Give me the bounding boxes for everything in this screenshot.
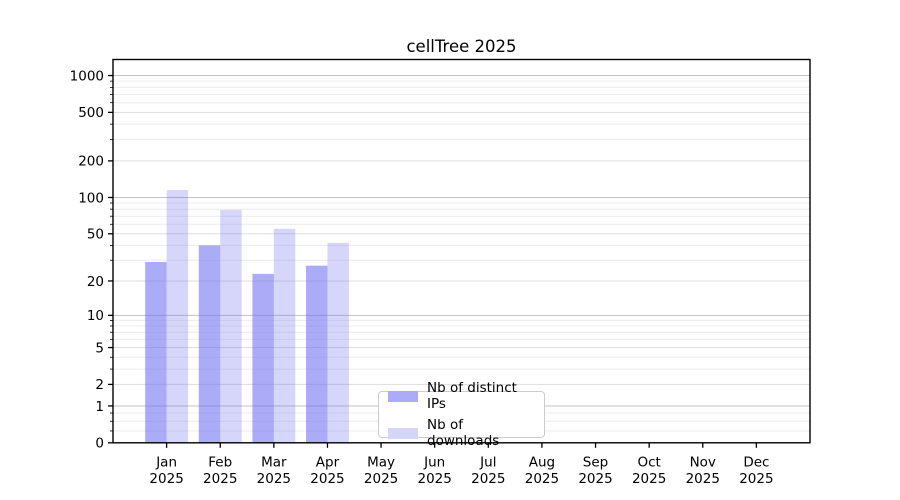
legend-label-downloads: Nb of downloads	[427, 417, 500, 449]
bar-downloads-mar	[273, 228, 296, 443]
y-tick-label: 1	[95, 399, 104, 415]
y-tick-label: 5	[95, 340, 104, 356]
x-tick-label: Nov 2025	[686, 455, 720, 488]
y-tick-label: 200	[78, 154, 104, 170]
legend-swatch-downloads-icon	[388, 427, 418, 439]
y-tick-label: 500	[78, 105, 104, 121]
bar-downloads-apr	[327, 242, 349, 443]
x-tick-label: May 2025	[364, 455, 398, 488]
y-tick-label: 1000	[70, 68, 104, 84]
x-tick-label: Jun 2025	[418, 455, 452, 488]
x-tick-label: Aug 2025	[525, 455, 559, 488]
y-tick-label: 10	[87, 308, 104, 324]
x-tick-label: Feb 2025	[203, 455, 237, 488]
bar-downloads-feb	[220, 209, 242, 443]
legend: Nb of distinct IPs Nb of downloads	[378, 380, 545, 449]
legend-item-downloads: Nb of downloads	[388, 417, 535, 449]
x-tick-label: Apr 2025	[310, 455, 344, 488]
x-tick-label: Oct 2025	[632, 455, 666, 488]
axes-spines	[112, 58, 811, 444]
legend-label-distinct-ips: Nb of distinct IPs	[427, 380, 517, 412]
y-tick-label: 2	[95, 377, 104, 393]
y-tick-label: 50	[87, 227, 104, 243]
x-tick-label: Dec 2025	[739, 455, 773, 488]
bar-distinct-ips-jan	[145, 262, 167, 443]
legend-swatch-distinct-ips-icon	[388, 390, 418, 402]
legend-item-distinct-ips: Nb of distinct IPs	[388, 380, 535, 412]
x-tick-label: Mar 2025	[257, 455, 291, 488]
bar-downloads-jan	[166, 190, 189, 443]
bar-distinct-ips-mar	[252, 273, 274, 443]
y-tick-label: 20	[87, 274, 104, 290]
x-tick-label: Jul 2025	[471, 455, 505, 488]
y-tick-label: 0	[95, 436, 104, 452]
bar-distinct-ips-apr	[306, 265, 328, 443]
x-tick-label: Sep 2025	[578, 455, 612, 488]
chart-title: cellTree 2025	[406, 37, 517, 56]
bar-distinct-ips-feb	[198, 245, 221, 443]
y-tick-label: 100	[78, 190, 104, 206]
x-tick-label: Jan 2025	[149, 455, 183, 488]
